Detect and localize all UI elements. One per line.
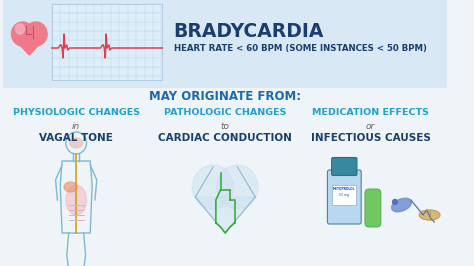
- FancyBboxPatch shape: [365, 189, 381, 227]
- Text: MEDICATION EFFECTS: MEDICATION EFFECTS: [312, 108, 429, 117]
- Text: or: or: [366, 122, 375, 131]
- FancyBboxPatch shape: [52, 4, 163, 80]
- FancyBboxPatch shape: [332, 157, 357, 176]
- Polygon shape: [195, 197, 255, 233]
- FancyBboxPatch shape: [332, 185, 356, 205]
- Text: HEART RATE < 60 BPM (SOME INSTANCES < 50 BPM): HEART RATE < 60 BPM (SOME INSTANCES < 50…: [173, 44, 427, 53]
- Circle shape: [217, 165, 258, 209]
- Text: MAY ORIGINATE FROM:: MAY ORIGINATE FROM:: [149, 90, 301, 103]
- Text: in: in: [72, 122, 80, 131]
- Ellipse shape: [392, 198, 411, 212]
- Text: CARDIAC CONDUCTION: CARDIAC CONDUCTION: [158, 133, 292, 143]
- Text: INFECTIOUS CAUSES: INFECTIOUS CAUSES: [310, 133, 430, 143]
- Text: 50 mg: 50 mg: [339, 193, 349, 197]
- Text: to: to: [221, 122, 230, 131]
- Text: BRADYCARDIA: BRADYCARDIA: [173, 22, 324, 41]
- Circle shape: [11, 22, 34, 46]
- Text: VAGAL TONE: VAGAL TONE: [39, 133, 113, 143]
- Ellipse shape: [66, 185, 86, 215]
- Polygon shape: [13, 38, 45, 55]
- FancyBboxPatch shape: [3, 0, 447, 88]
- Circle shape: [25, 22, 47, 46]
- Circle shape: [192, 165, 234, 209]
- Ellipse shape: [419, 210, 440, 220]
- Circle shape: [15, 24, 25, 34]
- Circle shape: [392, 200, 397, 205]
- Text: PATHOLOGIC CHANGES: PATHOLOGIC CHANGES: [164, 108, 286, 117]
- Text: PHYSIOLOGIC CHANGES: PHYSIOLOGIC CHANGES: [13, 108, 140, 117]
- Ellipse shape: [70, 138, 83, 148]
- Text: METOPROLOL: METOPROLOL: [333, 187, 356, 191]
- FancyBboxPatch shape: [328, 170, 361, 224]
- Ellipse shape: [64, 182, 77, 192]
